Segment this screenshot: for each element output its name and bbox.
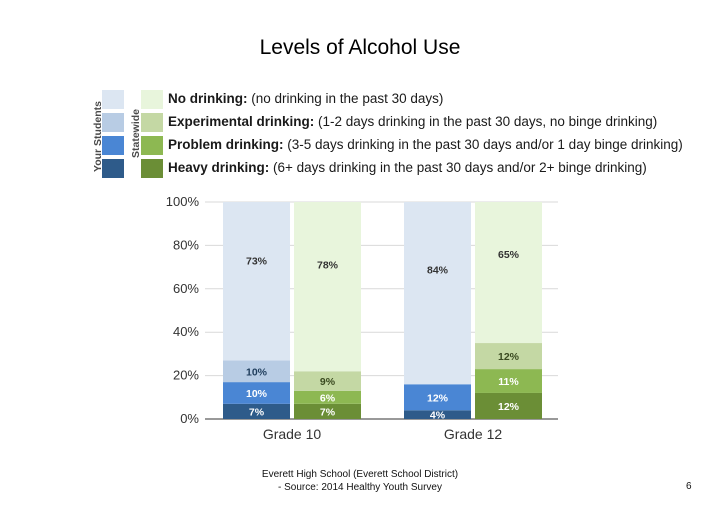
bar-segment-problem-drinking xyxy=(294,390,361,404)
data-label: 7% xyxy=(249,406,265,418)
data-label: 73% xyxy=(246,256,268,268)
y-tick-label: 60% xyxy=(173,281,199,296)
legend-swatch-your-students-1 xyxy=(102,90,124,109)
x-category-label: Grade 12 xyxy=(444,426,503,442)
legend-item-1: No drinking: (no drinking in the past 30… xyxy=(168,91,443,106)
bar-segment-problem-drinking xyxy=(475,369,542,393)
footer-school: Everett High School (Everett School Dist… xyxy=(261,469,459,480)
data-label: 12% xyxy=(427,392,449,404)
legend-swatch-your-students-2 xyxy=(102,113,124,132)
y-tick-label: 40% xyxy=(173,324,199,339)
legend: Your Students Statewide No drinking: (no… xyxy=(90,88,710,180)
data-label: 10% xyxy=(246,366,268,378)
bar-segment-experimental-drinking xyxy=(223,360,290,383)
bar-segment-heavy-drinking xyxy=(223,403,290,419)
y-tick-label: 20% xyxy=(173,368,199,383)
legend-swatch-statewide-2 xyxy=(141,113,163,132)
y-tick-label: 100% xyxy=(166,194,200,209)
legend-item-3: Problem drinking: (3-5 days drinking in … xyxy=(168,137,683,152)
bar-segment-heavy-drinking xyxy=(404,410,471,419)
data-label: 12% xyxy=(498,351,520,363)
chart-title: Levels of Alcohol Use xyxy=(259,36,461,59)
data-label: 65% xyxy=(498,249,520,261)
legend-item-4: Heavy drinking: (6+ days drinking in the… xyxy=(168,160,647,175)
legend-swatch-statewide-4 xyxy=(141,159,163,178)
legend-swatch-statewide-3 xyxy=(141,136,163,155)
legend-item-description: (no drinking in the past 30 days) xyxy=(247,91,444,106)
legend-swatch-your-students-4 xyxy=(102,159,124,178)
data-label: 12% xyxy=(498,401,520,413)
legend-item-name: Experimental drinking: xyxy=(168,114,315,129)
legend-swatch-statewide-1 xyxy=(141,90,163,109)
data-label: 9% xyxy=(320,376,336,388)
data-label: 11% xyxy=(498,376,519,388)
legend-item-description: (1-2 days drinking in the past 30 days, … xyxy=(314,114,658,129)
bar-segment-problem-drinking xyxy=(404,384,471,411)
bar-segment-experimental-drinking xyxy=(294,371,361,391)
legend-item-name: Heavy drinking: xyxy=(168,160,270,175)
x-category-label: Grade 10 xyxy=(263,426,322,442)
bar-segment-no-drinking xyxy=(475,202,542,344)
legend-item-description: (3-5 days drinking in the past 30 days a… xyxy=(283,137,683,152)
bar-segment-heavy-drinking xyxy=(294,403,361,419)
legend-item-description: (6+ days drinking in the past 30 days an… xyxy=(269,160,647,175)
bar-segment-no-drinking xyxy=(294,202,361,372)
data-label: 7% xyxy=(320,406,336,418)
data-label: 6% xyxy=(320,392,336,404)
bar-segment-no-drinking xyxy=(223,202,290,361)
legend-item-2: Experimental drinking: (1-2 days drinkin… xyxy=(168,114,657,129)
y-tick-label: 0% xyxy=(180,411,199,426)
data-label: 10% xyxy=(246,388,268,400)
footer-source: - Source: 2014 Healthy Youth Survey xyxy=(278,482,442,493)
legend-swatch-your-students-3 xyxy=(102,136,124,155)
footer: Everett High School (Everett School Dist… xyxy=(230,468,490,494)
bar-segment-problem-drinking xyxy=(223,382,290,404)
y-tick-label: 80% xyxy=(173,237,199,252)
bar-segment-experimental-drinking xyxy=(475,343,542,370)
legend-item-name: No drinking: xyxy=(168,91,248,106)
bar-segment-heavy-drinking xyxy=(475,392,542,419)
data-label: 78% xyxy=(317,260,339,272)
bar-segment-no-drinking xyxy=(404,202,471,385)
data-label: 4% xyxy=(430,410,446,422)
legend-item-name: Problem drinking: xyxy=(168,137,284,152)
page-number: 6 xyxy=(686,481,692,492)
data-label: 84% xyxy=(427,264,449,276)
